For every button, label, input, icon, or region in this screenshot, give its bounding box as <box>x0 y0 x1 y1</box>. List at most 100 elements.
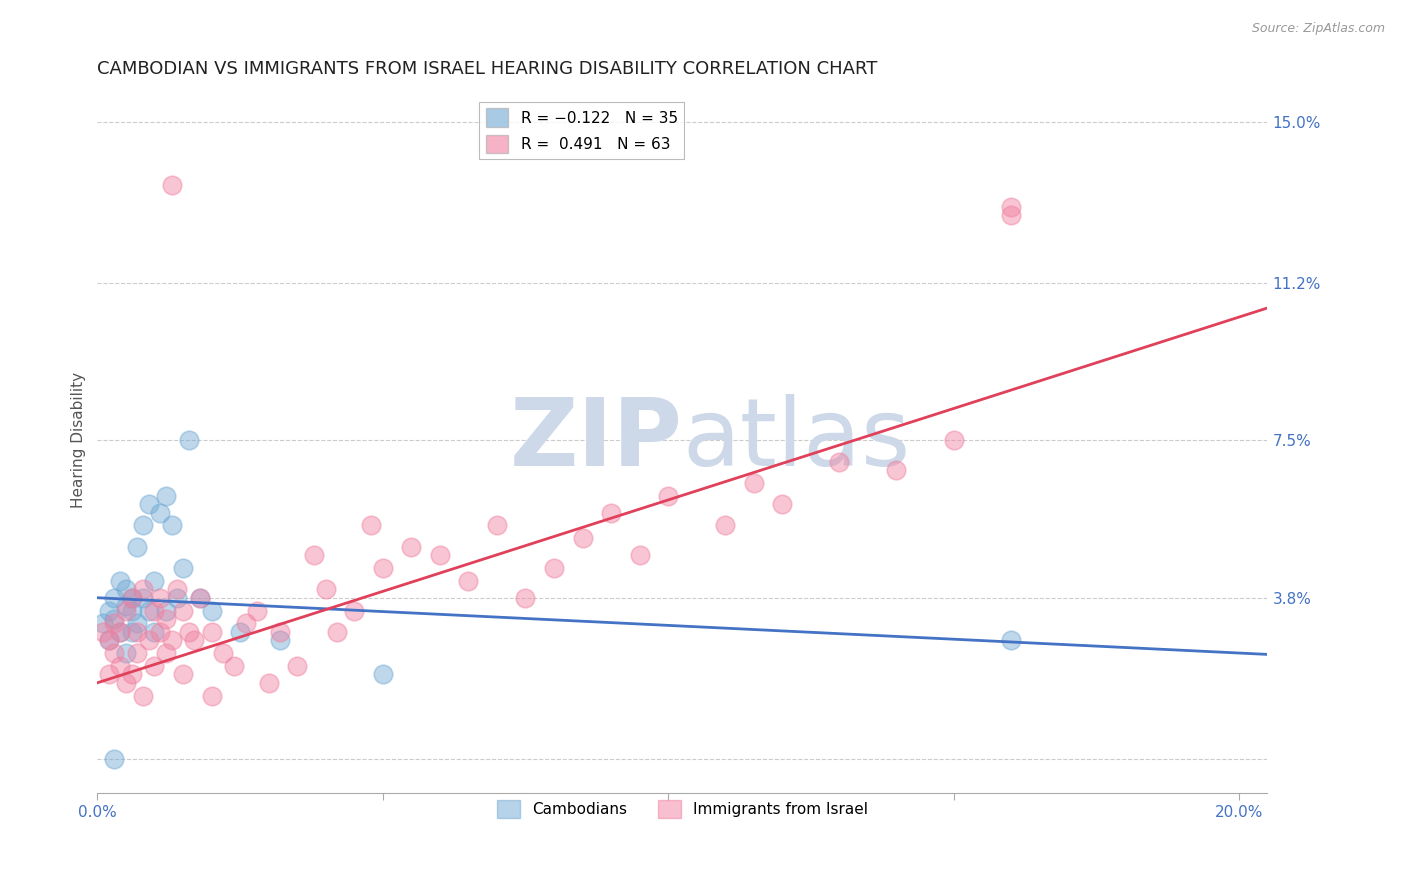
Point <box>132 518 155 533</box>
Point <box>121 603 143 617</box>
Point <box>97 633 120 648</box>
Text: Source: ZipAtlas.com: Source: ZipAtlas.com <box>1251 22 1385 36</box>
Point <box>172 603 194 617</box>
Point <box>121 591 143 605</box>
Point <box>457 574 479 588</box>
Point <box>143 603 166 617</box>
Point <box>188 591 211 605</box>
Point <box>143 624 166 639</box>
Point <box>515 591 537 605</box>
Point <box>155 646 177 660</box>
Point <box>828 455 851 469</box>
Point <box>172 667 194 681</box>
Point <box>138 603 160 617</box>
Point <box>600 506 623 520</box>
Text: CAMBODIAN VS IMMIGRANTS FROM ISRAEL HEARING DISABILITY CORRELATION CHART: CAMBODIAN VS IMMIGRANTS FROM ISRAEL HEAR… <box>97 60 877 78</box>
Point <box>166 582 188 597</box>
Point <box>103 752 125 766</box>
Point <box>108 624 131 639</box>
Point <box>571 531 593 545</box>
Point <box>235 616 257 631</box>
Point <box>138 633 160 648</box>
Point <box>224 658 246 673</box>
Point <box>160 518 183 533</box>
Point <box>770 497 793 511</box>
Point <box>108 658 131 673</box>
Point <box>257 675 280 690</box>
Point <box>200 689 222 703</box>
Point <box>127 624 149 639</box>
Point <box>115 599 138 614</box>
Point <box>485 518 508 533</box>
Text: atlas: atlas <box>682 394 911 486</box>
Point <box>326 624 349 639</box>
Point <box>212 646 235 660</box>
Point <box>103 612 125 626</box>
Point <box>127 540 149 554</box>
Point <box>200 603 222 617</box>
Point <box>91 616 114 631</box>
Point <box>246 603 269 617</box>
Point <box>91 624 114 639</box>
Point <box>115 675 138 690</box>
Point <box>371 561 394 575</box>
Point <box>360 518 382 533</box>
Point <box>155 489 177 503</box>
Point <box>127 646 149 660</box>
Point <box>714 518 737 533</box>
Point <box>1000 200 1022 214</box>
Point <box>103 591 125 605</box>
Point <box>269 633 291 648</box>
Point <box>127 616 149 631</box>
Point <box>229 624 252 639</box>
Point <box>628 548 651 562</box>
Point <box>97 633 120 648</box>
Point <box>103 646 125 660</box>
Point <box>1000 633 1022 648</box>
Point <box>1000 208 1022 222</box>
Point <box>343 603 366 617</box>
Point <box>143 658 166 673</box>
Point <box>177 434 200 448</box>
Point <box>886 463 908 477</box>
Point <box>121 624 143 639</box>
Legend: Cambodians, Immigrants from Israel: Cambodians, Immigrants from Israel <box>491 794 875 824</box>
Y-axis label: Hearing Disability: Hearing Disability <box>72 372 86 508</box>
Point <box>121 591 143 605</box>
Point <box>371 667 394 681</box>
Point <box>108 624 131 639</box>
Point <box>172 561 194 575</box>
Point <box>97 603 120 617</box>
Point <box>132 591 155 605</box>
Point <box>155 603 177 617</box>
Point <box>429 548 451 562</box>
Point <box>149 506 172 520</box>
Point <box>138 497 160 511</box>
Point <box>285 658 308 673</box>
Point <box>155 612 177 626</box>
Point <box>315 582 337 597</box>
Point <box>149 591 172 605</box>
Point <box>132 582 155 597</box>
Point <box>942 434 965 448</box>
Point <box>657 489 679 503</box>
Point <box>183 633 205 648</box>
Point <box>304 548 326 562</box>
Point <box>103 616 125 631</box>
Point <box>97 667 120 681</box>
Point <box>121 667 143 681</box>
Point <box>160 633 183 648</box>
Point <box>177 624 200 639</box>
Point <box>108 574 131 588</box>
Point <box>188 591 211 605</box>
Point <box>132 689 155 703</box>
Point <box>200 624 222 639</box>
Point <box>401 540 423 554</box>
Text: ZIP: ZIP <box>509 394 682 486</box>
Point <box>269 624 291 639</box>
Point <box>115 603 138 617</box>
Point <box>166 591 188 605</box>
Point <box>115 582 138 597</box>
Point <box>149 624 172 639</box>
Point <box>160 178 183 193</box>
